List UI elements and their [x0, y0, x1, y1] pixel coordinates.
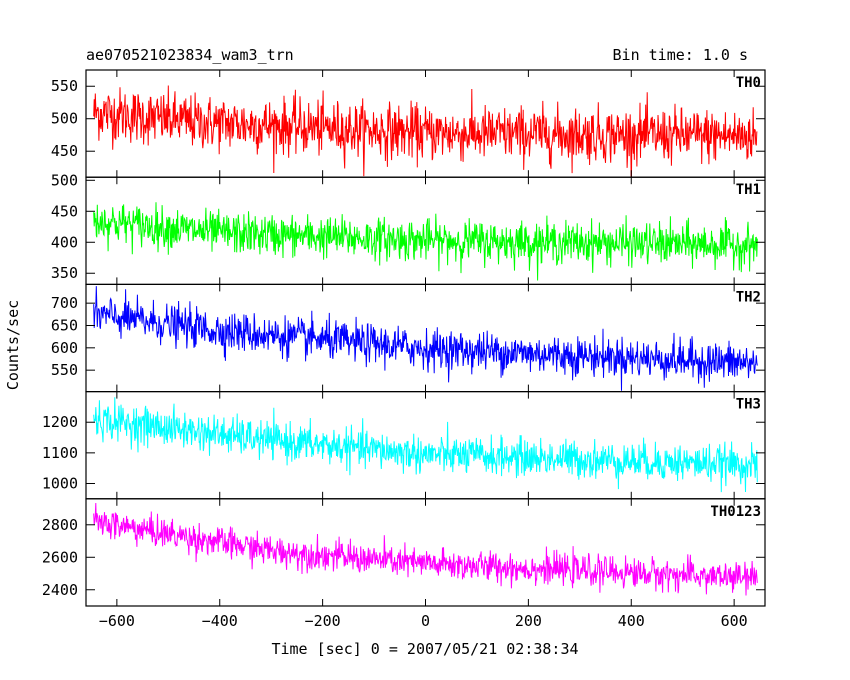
chart-title: ae070521023834_wam3_trn	[86, 46, 294, 64]
panel-frame	[85, 391, 766, 500]
x-tick-label: −600	[99, 612, 135, 630]
panel-th2: 550 600 650 700 TH2	[51, 283, 766, 393]
panel-th1: 350 400 450 500 TH1	[51, 171, 766, 285]
panel-th3: 1000 1100 1200 TH3	[42, 391, 766, 500]
panel-label: TH0	[736, 75, 761, 91]
x-tick-label: 600	[721, 612, 748, 630]
x-tick-label: 200	[515, 612, 542, 630]
y-tick-label: 2800	[42, 516, 78, 534]
panel-th0: 450 500 550 TH0	[51, 69, 766, 178]
series-line-th3	[93, 397, 758, 493]
panel-label: TH3	[736, 397, 761, 413]
y-tick-label: 1000	[42, 474, 78, 492]
y-tick-label: 2600	[42, 548, 78, 566]
y-tick-label: 1200	[42, 413, 78, 431]
y-tick-label: 400	[51, 233, 78, 251]
panel-frame	[85, 283, 766, 393]
x-tick-label: −400	[202, 612, 238, 630]
y-tick-label: 650	[51, 316, 78, 334]
y-tick-label: 500	[51, 171, 78, 189]
y-tick-label: 350	[51, 264, 78, 282]
series-line-th0123	[93, 502, 758, 596]
y-tick-label: 450	[51, 142, 78, 160]
panels-group: 450 500 550 TH0 350 400 450 500 TH1 550 600 650 700 T…	[42, 69, 766, 607]
x-axis-label: Time [sec] 0 = 2007/05/21 02:38:34	[271, 640, 578, 658]
panel-label: TH0123	[710, 504, 761, 520]
y-tick-label: 500	[51, 110, 78, 128]
y-axis-label: Counts/sec	[4, 300, 22, 390]
x-tick-label: 0	[421, 612, 430, 630]
x-axis: −600 −400 −200 0 200 400 600	[99, 612, 748, 630]
y-tick-label: 550	[51, 361, 78, 379]
x-tick-label: −200	[305, 612, 341, 630]
y-tick-label: 1100	[42, 444, 78, 462]
y-tick-label: 550	[51, 77, 78, 95]
y-tick-label: 700	[51, 294, 78, 312]
series-line-th2	[93, 286, 758, 391]
y-tick-label: 450	[51, 202, 78, 220]
panel-th0123: 2400 2600 2800 TH0123	[42, 498, 766, 607]
panel-label: TH1	[736, 182, 761, 198]
series-line-th0	[93, 85, 758, 178]
x-tick-label: 400	[618, 612, 645, 630]
bin-time-label: Bin time: 1.0 s	[613, 46, 748, 64]
panel-label: TH2	[736, 289, 761, 305]
series-line-th1	[93, 202, 758, 281]
y-tick-label: 600	[51, 339, 78, 357]
y-tick-label: 2400	[42, 581, 78, 599]
